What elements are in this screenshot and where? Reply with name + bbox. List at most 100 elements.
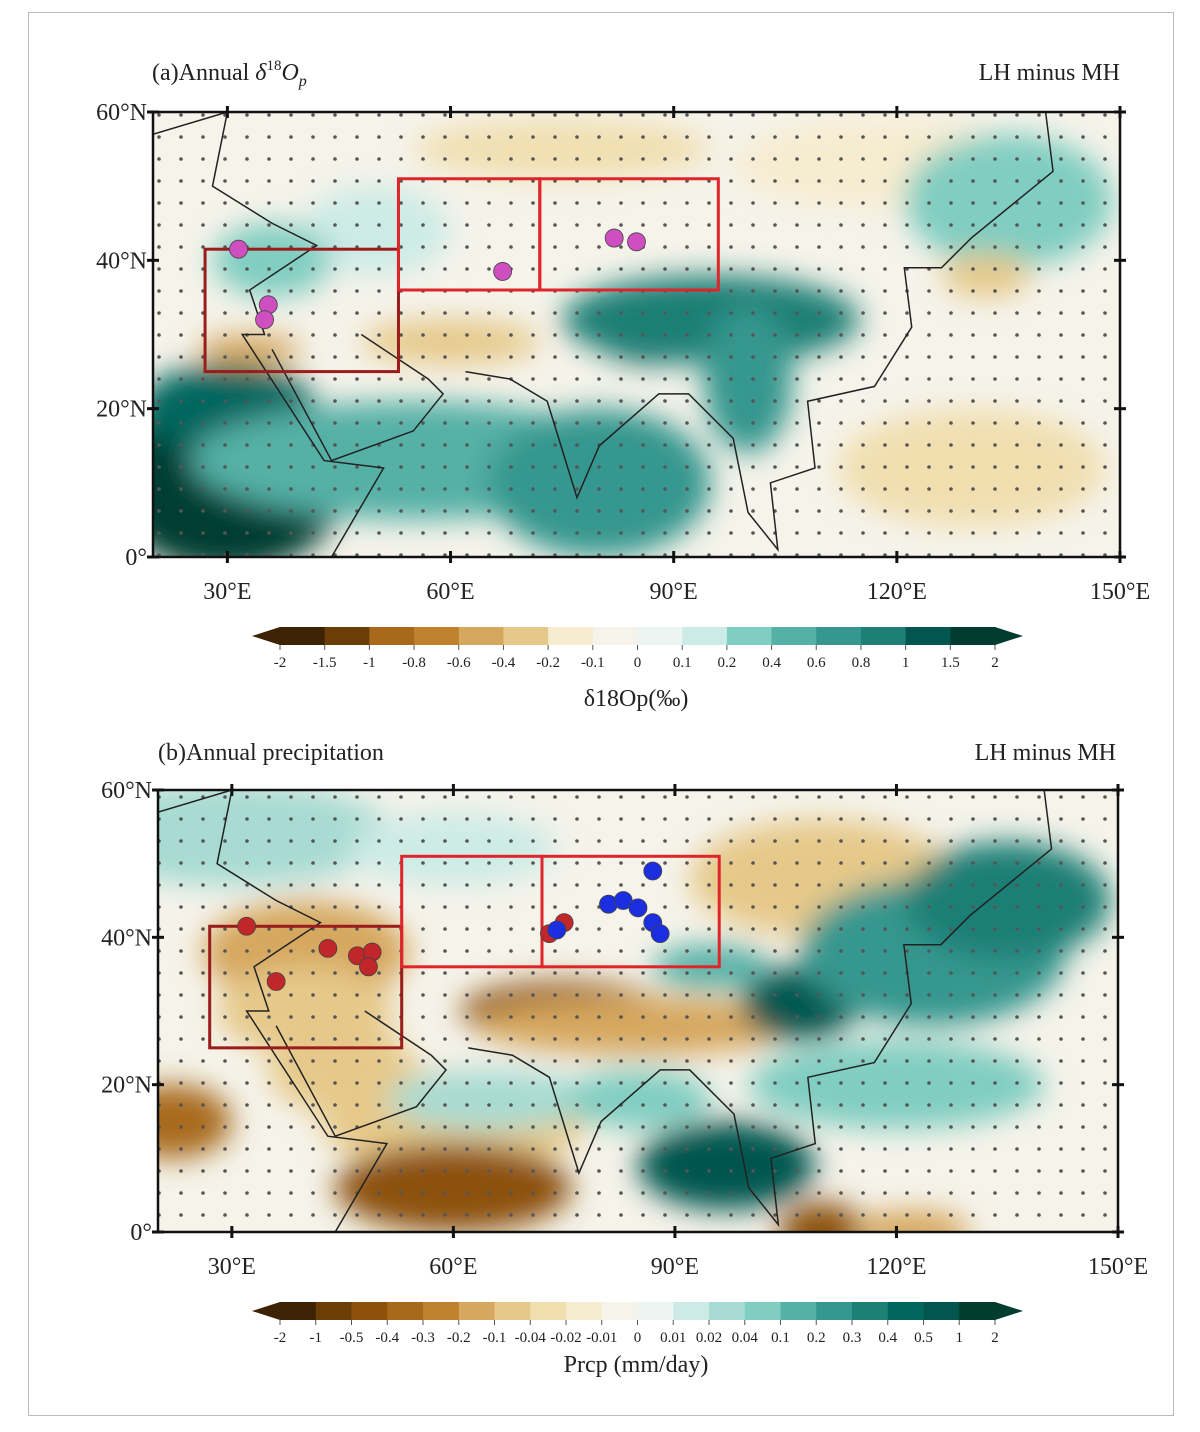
- figure-frame: [28, 12, 1174, 1416]
- lat-tick-label: 20°N: [96, 397, 147, 423]
- colorbar-bin: [637, 627, 683, 645]
- colorbar-label: 1: [902, 655, 910, 671]
- colorbar-bin: [771, 627, 817, 645]
- map-border: [156, 788, 1120, 1234]
- colorbar-label: -0.4: [492, 655, 516, 671]
- colorbar-label: 0: [634, 655, 642, 671]
- colorbar-bin: [950, 627, 996, 645]
- lon-tick-label: 60°E: [426, 579, 474, 605]
- site-marker: [604, 228, 624, 248]
- lon-tick-label: 30°E: [208, 1254, 256, 1280]
- panel-a-map: 60°N 40°N 20°N 0° 30°E 60°E 90°E 120°E 150°E: [96, 100, 1150, 605]
- colorbar-label: 0.4: [878, 1330, 897, 1346]
- lat-tick-label: 60°N: [96, 100, 147, 126]
- panel-a-colorbar-title: δ18Op(‰): [584, 686, 689, 712]
- colorbar-bin: [566, 1302, 603, 1320]
- colorbar-label: -0.04: [515, 1330, 547, 1346]
- colorbar-label: 0.4: [762, 655, 781, 671]
- colorbar-bin: [592, 627, 638, 645]
- colorbar-bin: [905, 627, 951, 645]
- site-marker-red: [359, 957, 378, 977]
- colorbar-label: 0.1: [673, 655, 692, 671]
- panel-b-map: 60°N 40°N 20°N 0° 30°E 60°E 90°E 120°E 150°E: [101, 778, 1148, 1280]
- colorbar-bin: [423, 1302, 460, 1320]
- colorbar-bin: [280, 627, 326, 645]
- colorbar-label: 0.2: [807, 1330, 826, 1346]
- colorbar-bin: [387, 1302, 424, 1320]
- colorbar-extend-high: [995, 627, 1023, 645]
- panel-b-colorbar: -2 -1 -0.5 -0.4 -0.3 -0.2 -0.1 -0.04 -0.02 -0.01 0…: [252, 1302, 1023, 1346]
- colorbar-bin: [503, 627, 549, 645]
- colorbar-label: 0.3: [843, 1330, 862, 1346]
- colorbar-bin: [637, 1302, 674, 1320]
- region-box-east: [538, 177, 720, 292]
- colorbar-label: 0.8: [852, 655, 871, 671]
- colorbar-bin: [673, 1302, 710, 1320]
- colorbar-label: 0.6: [807, 655, 826, 671]
- lat-tick-label: 40°N: [101, 925, 152, 951]
- panel-b-title: (b)Annual precipitation: [158, 740, 384, 766]
- lon-tick-label: 90°E: [651, 1254, 699, 1280]
- lat-tick-label: 40°N: [96, 248, 147, 274]
- colorbar-bin: [860, 627, 907, 645]
- colorbar-bin: [726, 627, 773, 645]
- colorbar-label: -0.1: [581, 655, 605, 671]
- lat-tick-label: 20°N: [101, 1073, 152, 1099]
- colorbar-bin: [530, 1302, 567, 1320]
- colorbar-label: -0.6: [447, 655, 471, 671]
- colorbar-bin: [280, 1302, 317, 1320]
- site-marker: [255, 310, 274, 330]
- colorbar-bin: [548, 627, 594, 645]
- colorbar-label: -1: [310, 1330, 323, 1346]
- site-marker: [627, 232, 646, 252]
- colorbar-label: 2: [991, 1330, 999, 1346]
- colorbar-bin: [709, 1302, 746, 1320]
- coastline: [271, 333, 445, 462]
- panel-a-right-label: LH minus MH: [979, 60, 1120, 86]
- colorbar-label: 0.2: [718, 655, 737, 671]
- colorbar-bin: [494, 1302, 531, 1320]
- colorbar-label: -0.1: [483, 1330, 507, 1346]
- lon-tick-label: 150°E: [1088, 1254, 1148, 1280]
- colorbar-extend-high: [995, 1302, 1023, 1320]
- colorbar-label: -1.5: [313, 655, 337, 671]
- panel-b-colorbar-title: Prcp (mm/day): [564, 1352, 709, 1378]
- region-box-west: [203, 247, 400, 374]
- colorbar-bin: [458, 627, 504, 645]
- colorbar-bin: [887, 1302, 924, 1320]
- colorbar-bin: [959, 1302, 996, 1320]
- site-marker-red: [266, 972, 286, 991]
- coastline: [468, 790, 1053, 1228]
- lon-tick-label: 30°E: [203, 579, 251, 605]
- colorbar-label: 2: [991, 655, 999, 671]
- lon-tick-label: 60°E: [429, 1254, 477, 1280]
- colorbar-label: -0.2: [447, 1330, 471, 1346]
- lon-tick-label: 90°E: [650, 579, 698, 605]
- significance-stippling: [158, 790, 1118, 1232]
- colorbar-extend-low: [252, 627, 280, 645]
- colorbar-label: 0.1: [771, 1330, 790, 1346]
- colorbar-bin: [923, 1302, 960, 1320]
- colorbar-bin: [682, 627, 728, 645]
- colorbar-label: -0.5: [340, 1330, 364, 1346]
- colorbar-label: -0.4: [375, 1330, 399, 1346]
- colorbar-label: -0.3: [411, 1330, 435, 1346]
- coastline: [275, 1010, 448, 1138]
- colorbar-label: -0.8: [402, 655, 426, 671]
- lat-tick-label: 60°N: [101, 778, 152, 804]
- colorbar-label: 0.5: [914, 1330, 933, 1346]
- lat-tick-label: 0°: [130, 1220, 152, 1246]
- lon-tick-label: 120°E: [866, 1254, 926, 1280]
- map-border: [151, 110, 1122, 559]
- coastline: [465, 112, 1054, 553]
- lon-tick-label: 150°E: [1090, 579, 1150, 605]
- colorbar-label: 1: [956, 1330, 964, 1346]
- colorbar-label: -2: [274, 655, 287, 671]
- colorbar-bin: [601, 1302, 638, 1320]
- colorbar-bin: [744, 1302, 781, 1320]
- colorbar-label: 0.04: [732, 1330, 759, 1346]
- site-marker-blue: [628, 898, 648, 918]
- colorbar-bin: [324, 627, 370, 645]
